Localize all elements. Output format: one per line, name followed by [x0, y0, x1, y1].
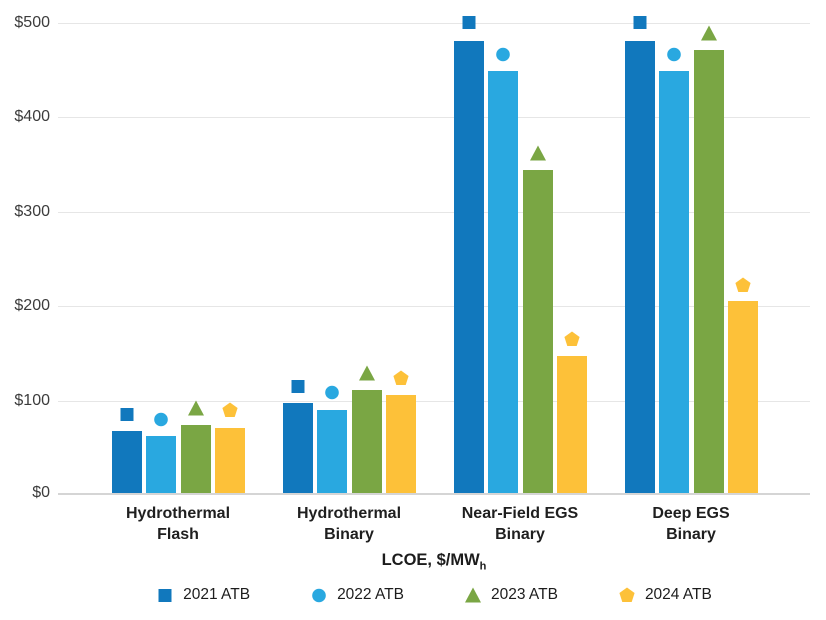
bar-2021-atb	[283, 403, 313, 493]
pentagon-marker-icon	[221, 401, 239, 424]
x-axis-line	[58, 493, 810, 495]
bar-2024-atb	[556, 356, 587, 493]
y-tick-label: $200	[14, 297, 50, 314]
pentagon-marker-icon	[392, 369, 410, 392]
bar-2022-atb	[488, 71, 519, 493]
legend-item-2024-atb: 2024 ATB	[618, 586, 712, 604]
circle-marker-icon	[152, 410, 170, 433]
bar-2024-atb	[727, 300, 758, 493]
x-axis-title: LCOE, $/MWh	[58, 551, 810, 572]
pentagon-marker-icon	[734, 276, 752, 299]
legend-label: 2022 ATB	[337, 586, 404, 603]
legend-item-2022-atb: 2022 ATB	[310, 586, 404, 604]
gridline	[58, 212, 810, 213]
legend-label: 2021 ATB	[183, 586, 251, 603]
triangle-marker-icon	[358, 364, 376, 387]
y-tick-label: $500	[14, 14, 50, 31]
bar-2024-atb	[214, 428, 245, 493]
bar-2021-atb	[625, 40, 655, 493]
bar-2021-atb	[454, 40, 484, 493]
bar-2022-atb	[659, 71, 690, 493]
pentagon-legend-icon	[618, 586, 636, 604]
bar-2023-atb	[693, 50, 724, 493]
y-tick-label: $300	[14, 203, 50, 220]
legend-item-2021-atb: 2021 ATB	[156, 586, 250, 604]
bar-2021-atb	[112, 430, 142, 493]
circle-legend-icon	[310, 586, 328, 604]
bar-2022-atb	[317, 410, 348, 493]
pentagon-marker-icon	[563, 330, 581, 353]
triangle-legend-icon	[464, 586, 482, 604]
circle-marker-icon	[323, 383, 341, 406]
category-label: Hydrothermal Binary	[296, 505, 402, 543]
category-label: Near-Field EGS Binary	[461, 505, 579, 543]
legend-label: 2023 ATB	[491, 586, 558, 603]
y-tick-label: $0	[32, 484, 50, 501]
triangle-marker-icon	[187, 399, 205, 422]
circle-marker-icon	[494, 45, 512, 68]
bar-2022-atb	[146, 435, 177, 493]
bar-2023-atb	[522, 170, 553, 493]
legend-item-2023-atb: 2023 ATB	[464, 586, 558, 604]
y-tick-label: $400	[14, 108, 50, 125]
bar-2023-atb	[351, 390, 382, 493]
category-label: Hydrothermal Flash	[125, 505, 231, 543]
triangle-marker-icon	[529, 144, 547, 167]
circle-marker-icon	[665, 45, 683, 68]
square-marker-icon	[631, 13, 649, 36]
gridline	[58, 306, 810, 307]
gridline	[58, 117, 810, 118]
gridline	[58, 401, 810, 402]
square-legend-icon	[156, 586, 174, 604]
square-marker-icon	[118, 405, 136, 428]
x-axis-title-subscript: h	[479, 560, 487, 573]
triangle-marker-icon	[700, 24, 718, 47]
gridline	[58, 23, 810, 24]
legend: 2021 ATB 2022 ATB 2023 ATB 2024 ATB	[58, 586, 810, 604]
bar-2024-atb	[385, 394, 416, 493]
bar-2023-atb	[180, 425, 211, 493]
legend-label: 2024 ATB	[644, 586, 712, 603]
square-marker-icon	[460, 13, 478, 36]
square-marker-icon	[289, 377, 307, 400]
category-label: Deep EGS Binary	[652, 505, 730, 543]
x-axis-title-text: LCOE, $/MW	[381, 551, 480, 569]
y-tick-label: $100	[14, 392, 50, 409]
